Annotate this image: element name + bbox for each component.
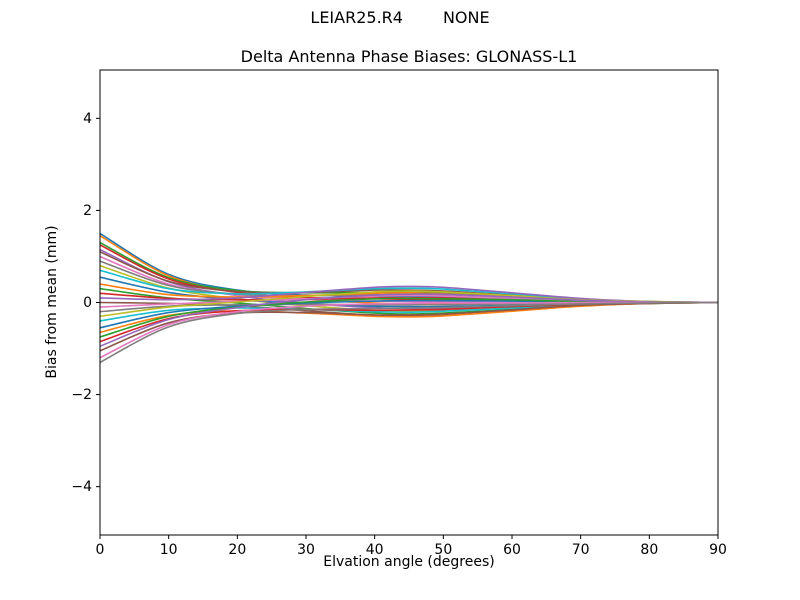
x-tick-label: 10	[160, 542, 178, 558]
x-axis-label: Elvation angle (degrees)	[323, 554, 495, 570]
x-tick-label: 90	[709, 542, 727, 558]
antenna-title: LEIAR25.R4	[310, 8, 403, 27]
series-line-28	[100, 301, 718, 364]
y-tick-label: 0	[83, 295, 92, 311]
x-tick-label: 60	[503, 542, 521, 558]
y-tick-label: −2	[71, 387, 92, 403]
figure-suptitle: LEIAR25.R4 NONE	[0, 9, 800, 27]
y-tick-label: −4	[71, 479, 92, 495]
series-line-27	[100, 301, 718, 359]
y-tick-label: 4	[83, 111, 92, 127]
series-line-15	[100, 285, 718, 304]
x-tick-label: 70	[572, 542, 590, 558]
x-tick-label: 20	[228, 542, 246, 558]
x-tick-label: 30	[297, 542, 315, 558]
axes-title: Delta Antenna Phase Biases: GLONASS-L1	[240, 47, 578, 66]
x-tick-label: 0	[96, 542, 105, 558]
x-tick-label: 50	[434, 542, 452, 558]
radome-title: NONE	[442, 8, 490, 27]
x-tick-label: 80	[640, 542, 658, 558]
y-tick-label: 2	[83, 203, 92, 219]
series-line-25	[100, 293, 718, 347]
x-tick-label: 40	[366, 542, 384, 558]
